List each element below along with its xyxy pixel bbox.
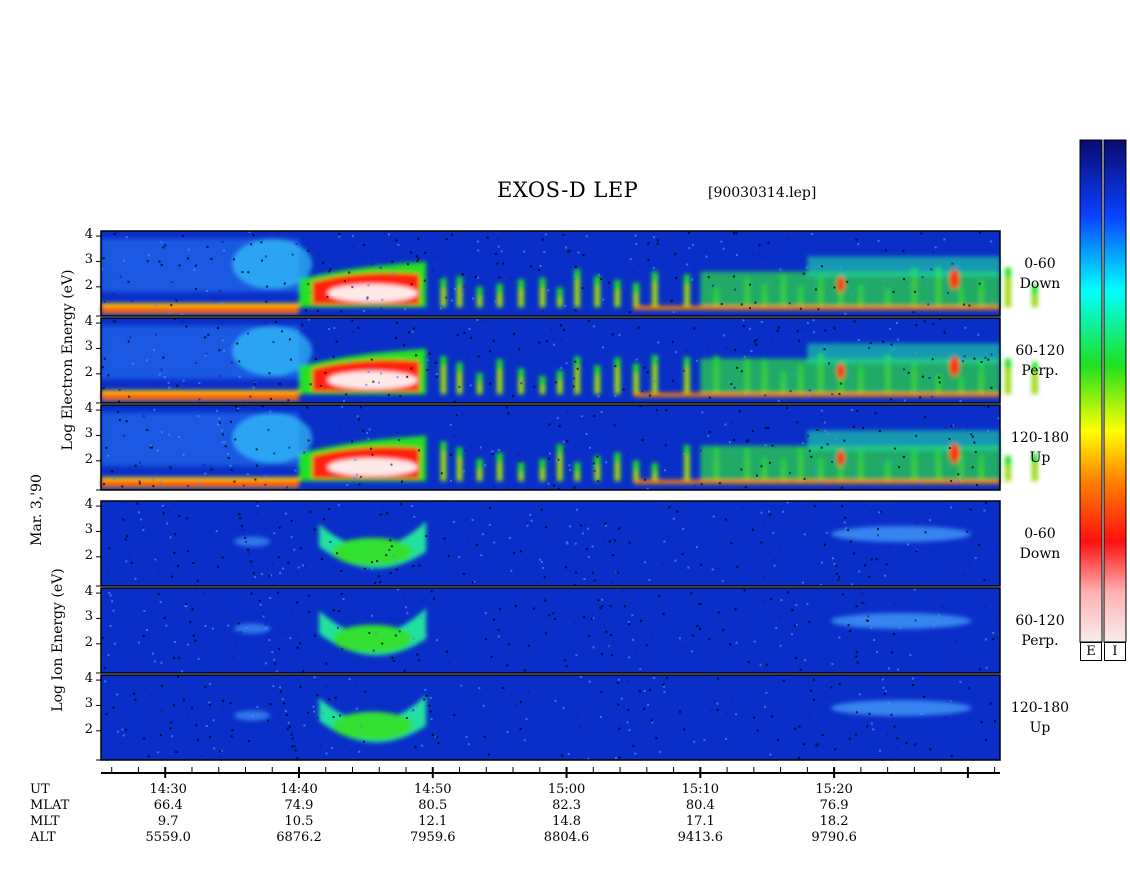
- time-row-value: 10.5: [284, 814, 314, 829]
- pitch-range: 120-180: [1010, 700, 1070, 716]
- panel-label-2: 60-120 Perp.: [1005, 341, 1075, 381]
- colorbar-ion: [1103, 139, 1127, 643]
- file-name: [90030314.lep]: [708, 185, 817, 201]
- time-row-value: 17.1: [685, 814, 715, 829]
- y-tick-label: 3: [84, 339, 93, 355]
- panel-label-1: 0-60 Down: [1005, 254, 1075, 294]
- panel-5: [96, 587, 1001, 674]
- y-tick-label: 3: [84, 522, 93, 538]
- panel-label-4: 0-60 Down: [1005, 524, 1075, 564]
- y-tick-label: 4: [84, 584, 93, 600]
- time-row-value: 14:50: [414, 782, 452, 797]
- time-row-value: 7959.6: [410, 830, 456, 845]
- colorbar-label-ion: I: [1104, 642, 1126, 661]
- y-tick-label: 2: [84, 277, 93, 293]
- y-tick-label: 2: [84, 364, 93, 380]
- panel-2: [96, 317, 1038, 404]
- pitch-direction: Perp.: [1021, 363, 1059, 379]
- y-tick-label: 4: [84, 314, 93, 330]
- time-row-label: MLAT: [30, 798, 70, 813]
- pitch-range: 0-60: [1024, 526, 1056, 542]
- pitch-range: 60-120: [1015, 613, 1065, 629]
- time-row-value: 6876.2: [276, 830, 322, 845]
- time-row-value: 14:40: [280, 782, 318, 797]
- time-row-value: 12.1: [418, 814, 448, 829]
- time-row-value: 9790.6: [811, 830, 857, 845]
- chart-title: EXOS-D LEP: [497, 178, 639, 202]
- time-row-label: UT: [30, 782, 50, 797]
- pitch-range: 60-120: [1015, 343, 1065, 359]
- time-row-value: 15:20: [815, 782, 853, 797]
- panel-4: [96, 500, 1001, 587]
- time-row-value: 14.8: [552, 814, 582, 829]
- panel-3: [96, 404, 1038, 491]
- pitch-direction: Up: [1029, 450, 1051, 466]
- time-row-value: 9413.6: [677, 830, 724, 845]
- time-row-label: MLT: [30, 814, 60, 829]
- time-row-value: 18.2: [819, 814, 849, 829]
- time-row-label: ALT: [30, 830, 56, 845]
- time-row-value: 80.4: [685, 798, 715, 813]
- time-row-value: 9.7: [157, 814, 179, 829]
- y-tick-label: 3: [84, 696, 93, 712]
- y-tick-label: 3: [84, 609, 93, 625]
- y-tick-label: 2: [84, 547, 93, 563]
- time-row-value: 5559.0: [145, 830, 191, 845]
- pitch-direction: Up: [1029, 720, 1051, 736]
- panel-label-5: 60-120 Perp.: [1005, 611, 1075, 651]
- y-tick-label: 2: [84, 451, 93, 467]
- time-row-value: 8804.6: [543, 830, 590, 845]
- y-tick-label: 2: [84, 721, 93, 737]
- panel-label-3: 120-180 Up: [1005, 428, 1075, 468]
- time-row-value: 82.3: [552, 798, 582, 813]
- time-row-value: 74.9: [284, 798, 314, 813]
- colorbar-electron: [1079, 139, 1103, 643]
- time-row-value: 14:30: [149, 782, 187, 797]
- y-tick-label: 2: [84, 634, 93, 650]
- pitch-direction: Down: [1019, 276, 1061, 292]
- time-row-value: 76.9: [819, 798, 849, 813]
- y-tick-label: 4: [84, 497, 93, 513]
- pitch-direction: Perp.: [1021, 633, 1059, 649]
- panel-6: [96, 674, 1001, 761]
- panel-1: [96, 230, 1038, 317]
- y-tick-label: 4: [84, 227, 93, 243]
- panel-label-6: 120-180 Up: [1005, 698, 1075, 738]
- pitch-direction: Down: [1019, 546, 1061, 562]
- colorbar-label-electron: E: [1080, 642, 1102, 661]
- time-row-value: 15:00: [547, 782, 586, 797]
- time-row-value: 66.4: [153, 798, 183, 813]
- pitch-range: 120-180: [1010, 430, 1070, 446]
- time-row-value: 80.5: [418, 798, 448, 813]
- time-row-value: 15:10: [681, 782, 720, 797]
- y-tick-label: 4: [84, 401, 93, 417]
- y-tick-label: 4: [84, 671, 93, 687]
- pitch-range: 0-60: [1024, 256, 1056, 272]
- y-tick-label: 3: [84, 252, 93, 268]
- y-tick-label: 3: [84, 426, 93, 442]
